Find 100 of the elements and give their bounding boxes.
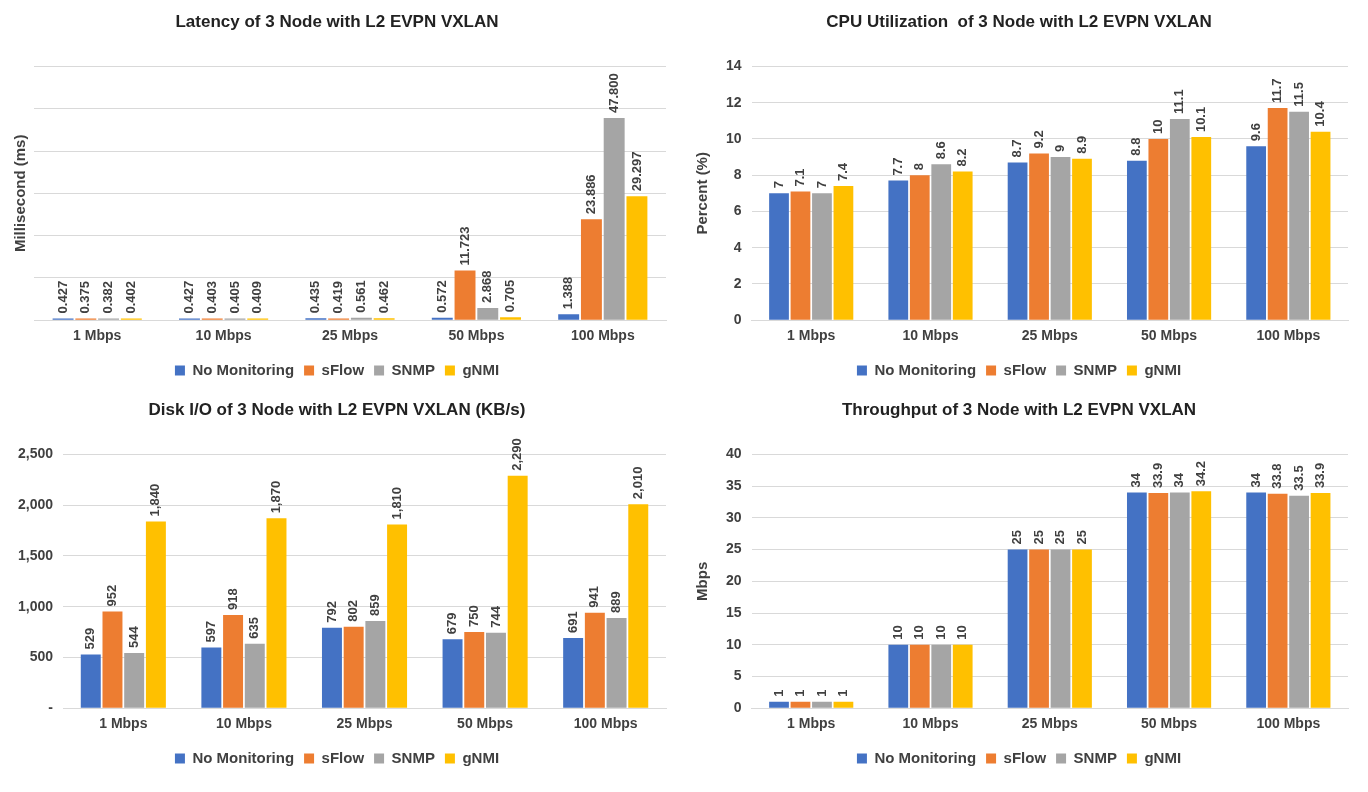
bar: [102, 611, 123, 708]
bar: [888, 180, 909, 320]
data-label: 10.1: [1192, 106, 1208, 133]
bar: [812, 701, 832, 708]
y-tick-label: 10: [725, 129, 742, 146]
bar: [1072, 158, 1092, 320]
bar: [1191, 491, 1212, 708]
y-tick-label: 40: [725, 445, 742, 462]
data-label: 1: [792, 689, 808, 697]
data-label: 25: [1073, 530, 1089, 545]
data-label: 34.2: [1192, 460, 1208, 487]
data-label: 0.427: [54, 280, 70, 314]
data-label: 7.4: [835, 162, 850, 182]
data-label: 889: [608, 591, 624, 613]
data-label: 8.8: [1128, 137, 1144, 156]
y-tick-label: 30: [725, 508, 742, 525]
data-label: 33.5: [1290, 465, 1306, 491]
bar: [1289, 111, 1309, 320]
data-label: 10: [954, 625, 970, 640]
bar: [1050, 549, 1071, 708]
x-tick-label: 100 Mbps: [573, 715, 638, 732]
data-label: 859: [366, 594, 382, 616]
legend-label: SNMP: [1073, 748, 1117, 766]
bar: [931, 644, 952, 708]
bar: [1169, 492, 1190, 708]
y-tick-label: 2,500: [17, 445, 54, 462]
data-label: 34: [1171, 472, 1187, 488]
bar: [812, 193, 832, 320]
bar: [1267, 493, 1288, 708]
y-tick-label: 15: [725, 603, 742, 620]
data-label: 33.8: [1269, 463, 1285, 489]
data-label: 9.2: [1030, 130, 1046, 149]
legend-label: gNMI: [462, 748, 500, 766]
x-tick-label: 1 Mbps: [787, 715, 836, 732]
bar: [244, 643, 265, 708]
y-tick-label: 35: [725, 476, 742, 493]
data-label: 952: [104, 584, 120, 607]
legend-label: SNMP: [391, 360, 435, 378]
bar: [833, 701, 854, 708]
y-axis-title: Mbps: [693, 561, 711, 601]
bar: [580, 219, 602, 320]
data-label: 0.705: [502, 279, 518, 313]
data-label: 34: [1128, 472, 1144, 488]
data-label: 918: [224, 588, 240, 610]
data-label: 0.402: [122, 280, 138, 314]
data-label: 679: [444, 612, 460, 635]
legend-label: gNMI: [1144, 748, 1182, 766]
x-tick-label: 100 Mbps: [570, 327, 635, 344]
data-label: 2,010: [629, 466, 645, 500]
data-label: 529: [82, 627, 98, 650]
x-tick-label: 1 Mbps: [99, 715, 148, 732]
bar: [1246, 492, 1267, 708]
y-tick-label: 6: [733, 202, 742, 219]
data-label: 7.7: [889, 157, 905, 176]
y-axis-title: Percent (%): [693, 152, 711, 235]
bar: [769, 193, 789, 320]
x-tick-label: 50 Mbps: [1141, 327, 1198, 344]
data-label: 25: [1052, 530, 1068, 545]
x-tick-label: 100 Mbps: [1256, 327, 1321, 344]
bar: [909, 644, 930, 708]
y-tick-label: 20: [725, 572, 742, 589]
y-tick-label: 14: [725, 57, 742, 74]
bar: [1267, 108, 1288, 320]
y-tick-label: 10: [725, 635, 742, 652]
y-tick-label: 1,000: [17, 597, 54, 614]
data-label: 1,870: [268, 480, 284, 514]
bar: [769, 701, 789, 708]
data-label: 11.5: [1290, 82, 1306, 107]
bar: [485, 632, 506, 708]
y-tick-label: 4: [733, 238, 742, 255]
data-label: 8.9: [1073, 135, 1089, 154]
bar: [365, 620, 386, 708]
data-label: 7: [770, 181, 786, 189]
data-label: 750: [465, 605, 481, 628]
y-tick-label: 2,000: [17, 496, 54, 513]
y-tick-label: 12: [725, 93, 742, 110]
data-label: 10: [911, 625, 927, 640]
data-label: 2.868: [479, 270, 495, 304]
x-tick-label: 25 Mbps: [321, 327, 379, 344]
data-label: 7.1: [792, 168, 808, 187]
bar: [952, 171, 973, 320]
data-label: 0.409: [249, 280, 265, 314]
legend-label: gNMI: [1144, 360, 1182, 378]
bar: [507, 475, 528, 708]
x-tick-label: 50 Mbps: [457, 715, 514, 732]
x-tick-label: 100 Mbps: [1256, 715, 1321, 732]
x-tick-label: 25 Mbps: [1021, 327, 1079, 344]
data-label: 0.382: [100, 281, 116, 314]
data-label: 10: [1149, 119, 1165, 134]
data-label: 29.297: [628, 151, 644, 192]
x-tick-label: 10 Mbps: [195, 327, 252, 344]
bar: [201, 647, 222, 708]
bar: [584, 612, 605, 708]
bar: [628, 504, 649, 708]
data-label: 691: [564, 611, 580, 634]
data-label: 11.1: [1171, 89, 1187, 114]
bar: [1148, 493, 1169, 708]
bar: [626, 196, 648, 320]
data-label: 0.572: [433, 280, 449, 313]
legend-label: sFlow: [321, 360, 365, 378]
